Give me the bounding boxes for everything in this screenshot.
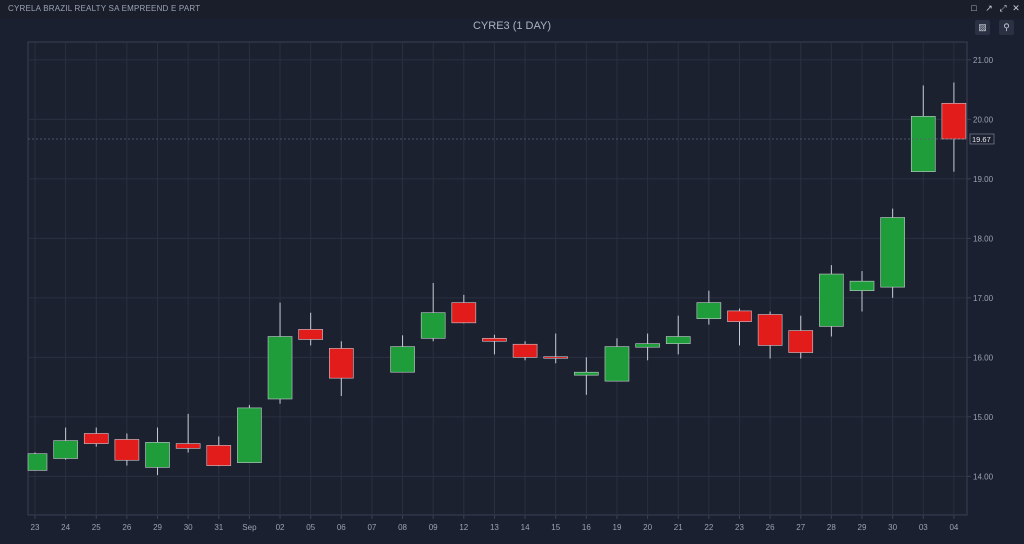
candle-up: [910, 116, 936, 173]
candles: [27, 82, 967, 476]
x-tick-label: 29: [153, 523, 162, 532]
candle-up: [53, 440, 78, 459]
x-tick-label: 08: [398, 523, 407, 532]
candle-down: [206, 445, 232, 466]
x-tick-label: 06: [337, 523, 346, 532]
last-price-marker: 19.67: [28, 133, 995, 145]
x-tick-label: 22: [704, 523, 713, 532]
candle-down: [298, 329, 323, 340]
x-tick-label: 30: [888, 523, 897, 532]
x-tick-label: 24: [61, 523, 70, 532]
candle-up: [849, 280, 875, 291]
candle-up: [267, 336, 293, 400]
x-tick-label: 20: [643, 523, 652, 532]
candle-up: [665, 336, 691, 344]
x-tick-label: 27: [796, 523, 805, 532]
x-tick-label: 12: [459, 523, 468, 532]
candle-up: [574, 371, 599, 376]
y-tick-label: 20.00: [973, 115, 994, 124]
candle-down: [482, 337, 507, 342]
x-tick-label: 03: [919, 523, 928, 532]
x-tick-label: 05: [306, 523, 315, 532]
x-tick-label: 13: [490, 523, 499, 532]
y-tick-label: 19.00: [973, 175, 994, 184]
last-price-badge: [969, 133, 995, 145]
candle-down: [175, 443, 201, 449]
candle-up: [635, 343, 660, 348]
candle-down: [328, 348, 354, 379]
candle-down: [543, 356, 569, 359]
candle-down: [788, 330, 814, 353]
y-tick-label: 17.00: [973, 294, 994, 303]
candle-down: [512, 343, 538, 358]
y-tick-label: 16.00: [973, 353, 994, 362]
close-icon[interactable]: ✕: [1012, 3, 1020, 13]
y-tick-label: 18.00: [973, 234, 994, 243]
candle-up: [237, 407, 262, 463]
candle-up: [819, 273, 844, 327]
chart-title: CYRE3 (1 DAY): [472, 20, 552, 32]
window-titlebar: CYRELA BRAZIL REALTY SA EMPREEND E PART …: [0, 0, 1024, 18]
y-tick-label: 21.00: [973, 56, 994, 65]
x-tick-label: 16: [582, 523, 591, 532]
x-tick-label: 07: [367, 523, 376, 532]
expand-icon[interactable]: ⤢: [999, 3, 1007, 13]
x-tick-label: 14: [521, 523, 530, 532]
x-tick-label: 29: [858, 523, 867, 532]
x-tick-label: 02: [276, 523, 285, 532]
x-tick-label: 09: [429, 523, 438, 532]
candle-down: [727, 310, 752, 322]
candle-up: [880, 217, 905, 288]
candle-up: [27, 453, 48, 471]
window-title: CYRELA BRAZIL REALTY SA EMPREEND E PART: [8, 4, 201, 13]
candle-down: [941, 102, 967, 140]
y-tick-label: 14.00: [973, 472, 994, 481]
x-tick-label: 23: [735, 523, 744, 532]
x-tick-label: 19: [613, 523, 622, 532]
x-axis: 23 24 25 26 29 30 31 Sep 02 05 06 07 08 09 12 13 14 15 16 1…: [31, 515, 959, 532]
x-tick-label: 26: [122, 523, 131, 532]
plot-area: [27, 41, 968, 516]
x-tick-label: 23: [31, 523, 40, 532]
x-tick-label: 31: [214, 523, 223, 532]
x-tick-label: 21: [674, 523, 683, 532]
restore-icon[interactable]: □: [971, 3, 977, 13]
candle-up: [696, 302, 722, 319]
candle-down: [451, 302, 477, 324]
y-tick-label: 15.00: [973, 413, 994, 422]
last-price-label: 19.67: [972, 135, 991, 144]
candle-up: [145, 442, 170, 468]
x-tick-label: 04: [949, 523, 958, 532]
candle-down: [114, 439, 140, 461]
lock-icon[interactable]: ▨: [975, 20, 990, 35]
x-tick-label: 15: [551, 523, 560, 532]
popout-icon[interactable]: ↗: [985, 3, 993, 13]
candle-down: [757, 314, 783, 346]
candle-up: [420, 312, 446, 339]
candle-up: [604, 346, 630, 382]
x-tick-label: 28: [827, 523, 836, 532]
x-tick-label: 30: [184, 523, 193, 532]
y-axis: 14.00 15.00 16.00 17.00 18.00 19.00 20.00 21.00: [967, 56, 994, 481]
x-tick-label: 26: [766, 523, 775, 532]
candle-down: [83, 433, 109, 444]
zoom-icon[interactable]: ⚲: [999, 20, 1014, 35]
x-tick-label: Sep: [242, 523, 257, 532]
candle-up: [390, 346, 415, 373]
x-tick-label: 25: [92, 523, 101, 532]
